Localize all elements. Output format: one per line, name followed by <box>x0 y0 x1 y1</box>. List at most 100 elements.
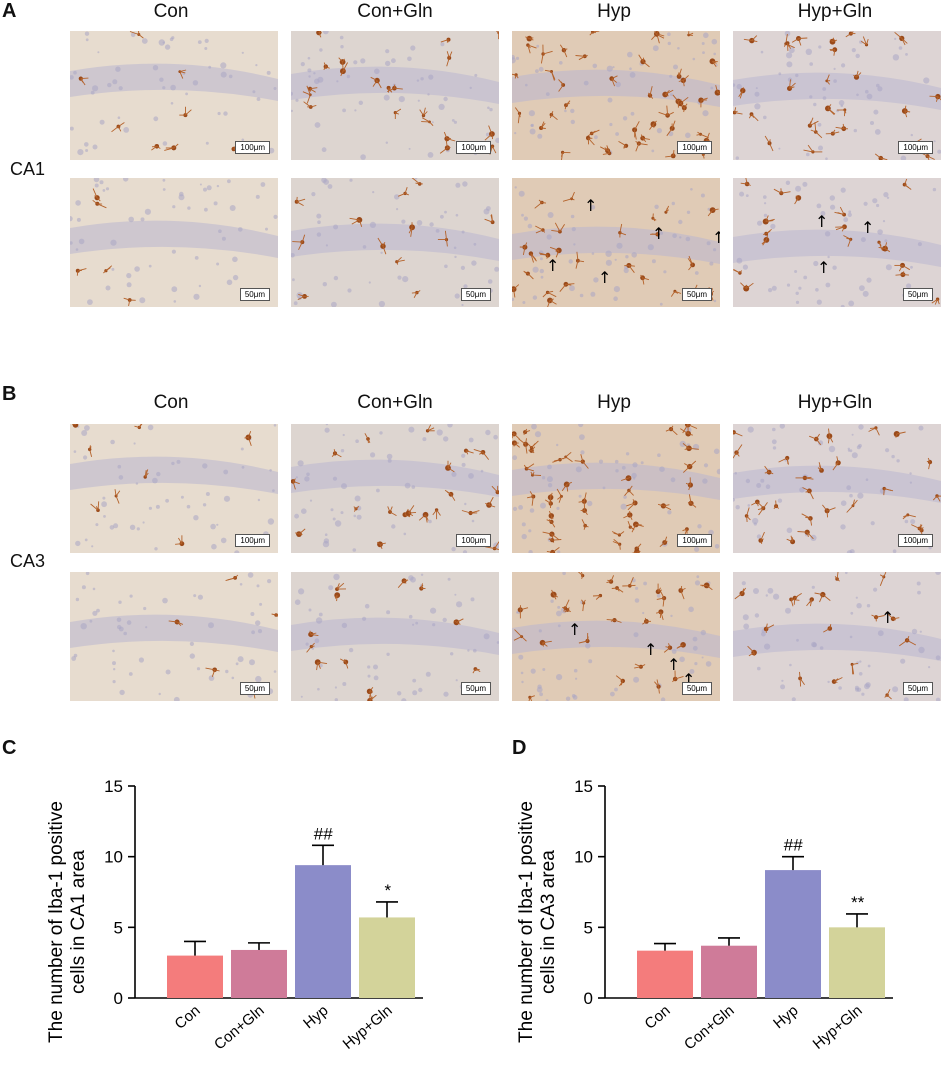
chart-d-ytick-label: 15 <box>574 777 593 796</box>
tissue-texture <box>291 178 499 307</box>
chart-d-bar-con <box>637 950 693 998</box>
micrograph-ca3-con-gln: 100μm <box>291 424 499 553</box>
arrow-marker: ↑ <box>815 212 829 231</box>
chart-d-xtick-label: Hyp+Gln <box>810 1002 866 1053</box>
chart-c-bar-hyp <box>295 865 351 998</box>
micrograph-ca3-con: 50μm <box>70 572 278 701</box>
tissue-texture <box>733 424 941 553</box>
panel-letter-a: A <box>2 0 17 22</box>
micrograph-ca1-con: 50μm <box>70 178 278 307</box>
micrograph-ca3-hyp: 100μm <box>512 424 720 553</box>
chart-c-xtick-label: Con+Gln <box>211 1002 268 1053</box>
tissue-texture <box>512 31 720 160</box>
row-label-ca1: CA1 <box>10 159 46 179</box>
arrow-marker: ↑ <box>598 268 612 287</box>
scale-bar-label: 50μm <box>902 682 933 695</box>
tissue-texture <box>733 31 941 160</box>
micrograph-ca3-hyp: ↑ ↑ ↑ ↑ 50μm <box>512 572 720 701</box>
panel-letter-d: D <box>512 737 527 759</box>
chart-c-significance-mark: * <box>384 881 392 900</box>
chart-d-bar-hyp-gln <box>829 927 885 998</box>
arrow-marker: ↑ <box>584 196 598 215</box>
micrograph-ca1-hyp-gln: 100μm <box>733 31 941 160</box>
tissue-texture <box>70 31 278 156</box>
arrow-marker: ↑ <box>881 608 895 627</box>
micrograph-ca3-hyp-gln: 100μm <box>733 424 941 553</box>
micrograph-ca1-hyp-gln: ↑ ↑ ↑ 50μm <box>733 178 941 307</box>
chart-d-ytick-label: 10 <box>574 848 593 867</box>
arrow-marker: ↑ <box>652 224 666 243</box>
micrograph-ca1-con-gln: 100μm <box>291 31 499 160</box>
panel-letter-c: C <box>2 737 17 759</box>
tissue-texture <box>70 424 278 553</box>
bar-chart-ca1: The number of Iba-1 positive cells in CA1… <box>46 777 423 1053</box>
micrograph-ca3-hyp-gln: ↑ 50μm <box>733 572 941 701</box>
tissue-texture <box>291 573 499 701</box>
tissue-texture <box>291 31 499 160</box>
scale-bar-label: 50μm <box>681 682 712 695</box>
chart-c-bar-hyp-gln <box>359 917 415 998</box>
chart-c-ytick-label: 0 <box>114 989 123 1008</box>
chart-c-ylabel-line2: cells in CA1 area <box>68 850 89 994</box>
scale-bar-label: 100μm <box>456 534 491 547</box>
arrow-marker: ↑ <box>644 640 658 659</box>
scale-bar-label: 50μm <box>239 288 270 301</box>
scale-bar-label: 100μm <box>456 141 491 154</box>
chart-d-ytick-label: 0 <box>584 989 593 1008</box>
bar-chart-ca3: The number of Iba-1 positive cells in CA3… <box>516 777 893 1053</box>
arrow-marker: ↑ <box>817 258 831 277</box>
micrograph-ca1-con-gln: 50μm <box>291 178 499 307</box>
column-label-con-gln: Con+Gln <box>357 1 433 22</box>
micrograph-ca1-hyp: ↑ ↑ ↑ ↑ ↑ 50μm <box>512 178 720 307</box>
column-label-hyp-gln: Hyp+Gln <box>797 1 873 22</box>
tissue-texture <box>512 424 720 553</box>
tissue-texture <box>512 572 720 701</box>
chart-c-ytick-label: 5 <box>114 918 123 937</box>
arrow-marker: ↑ <box>667 655 681 674</box>
chart-c-ytick-label: 15 <box>104 777 123 796</box>
tissue-texture <box>733 572 941 701</box>
scale-bar-label: 100μm <box>235 534 270 547</box>
column-label-con: Con <box>153 392 189 413</box>
chart-c-xtick-label: Hyp <box>300 1002 331 1032</box>
panel-letter-b: B <box>2 383 17 405</box>
scale-bar-label: 50μm <box>460 682 491 695</box>
chart-d-ylabel-line1: The number of Iba-1 positive <box>516 801 537 1043</box>
chart-c-ytick-label: 10 <box>104 848 123 867</box>
scale-bar-label: 100μm <box>235 141 270 154</box>
scale-bar-label: 100μm <box>898 141 933 154</box>
arrow-marker: ↑ <box>712 228 720 247</box>
tissue-texture <box>70 178 278 306</box>
column-label-hyp: Hyp <box>597 1 631 22</box>
micrograph-ca1-hyp: 100μm <box>512 31 720 160</box>
row-label-ca3: CA3 <box>10 551 46 571</box>
arrow-marker: ↑ <box>546 256 560 275</box>
micrograph-ca3-con: 100μm <box>70 424 278 553</box>
chart-d-bar-hyp <box>765 870 821 998</box>
column-label-hyp-gln: Hyp+Gln <box>797 392 873 413</box>
chart-d-significance-mark: ** <box>850 893 865 912</box>
arrow-marker: ↑ <box>861 218 875 237</box>
arrow-marker: ↑ <box>568 620 582 639</box>
column-label-hyp: Hyp <box>597 392 631 413</box>
chart-d-xtick-label: Hyp <box>770 1002 801 1032</box>
chart-d-bar-con-gln <box>701 945 757 998</box>
column-label-con-gln: Con+Gln <box>357 392 433 413</box>
chart-c-significance-mark: ## <box>314 824 333 843</box>
scale-bar-label: 100μm <box>677 141 712 154</box>
chart-d-significance-mark: ## <box>784 836 803 855</box>
chart-d-xtick-label: Con <box>642 1002 674 1033</box>
scale-bar-label: 50μm <box>239 682 270 695</box>
scale-bar-label: 50μm <box>902 288 933 301</box>
chart-c-ylabel-line1: The number of Iba-1 positive <box>46 801 67 1043</box>
chart-c-bar-con-gln <box>231 949 287 998</box>
chart-d-ytick-label: 5 <box>584 918 593 937</box>
chart-c-bar-con <box>167 955 223 998</box>
scale-bar-label: 100μm <box>898 534 933 547</box>
micrograph-ca1-con: 100μm <box>70 31 278 160</box>
chart-d-ylabel-line2: cells in CA3 area <box>538 850 559 994</box>
micrograph-ca3-con-gln: 50μm <box>291 572 499 701</box>
column-label-con: Con <box>153 1 189 22</box>
tissue-texture <box>291 424 499 553</box>
scale-bar-label: 50μm <box>681 288 712 301</box>
